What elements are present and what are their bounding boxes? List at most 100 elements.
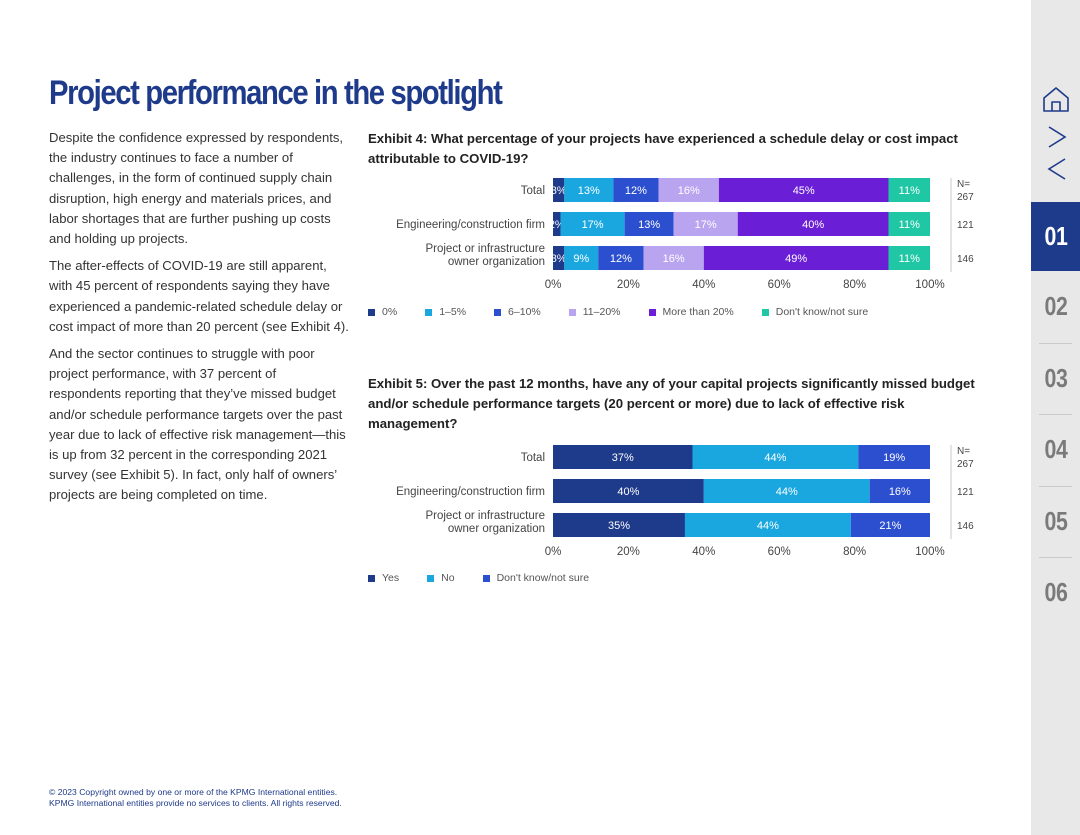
chevron-right-icon[interactable] <box>1039 122 1073 152</box>
data-label: 11% <box>899 253 920 265</box>
home-icon[interactable] <box>1039 84 1073 114</box>
legend-item: 1–5% <box>425 306 466 318</box>
data-label: 16% <box>889 486 911 498</box>
section-sidebar: 01 02 03 04 05 06 <box>1031 0 1080 835</box>
n-value: 121 <box>957 220 974 231</box>
bar-segment <box>613 178 659 202</box>
legend-swatch <box>648 308 656 316</box>
n-value: 146 <box>957 521 974 532</box>
legend-item: More than 20% <box>648 306 734 318</box>
legend-label: Don't know/not sure <box>496 572 590 584</box>
bar-segment <box>888 178 930 202</box>
data-label: 11% <box>899 219 920 231</box>
n-header: N= <box>957 446 970 457</box>
legend-item: 0% <box>368 306 397 318</box>
bar-segment <box>624 212 674 236</box>
legend-swatch <box>368 574 375 582</box>
legend-swatch <box>761 308 769 316</box>
legend-item: 11–20% <box>568 306 621 318</box>
legend-item: Don't know/not sure <box>761 306 868 318</box>
bar-segment <box>888 212 930 236</box>
section-01-tab[interactable]: 01 <box>1031 202 1080 271</box>
legend-label: No <box>441 572 455 584</box>
data-label: 16% <box>678 185 700 197</box>
footer-line-1: © 2023 Copyright owned by one or more of… <box>49 787 338 797</box>
section-06-tab[interactable]: 06 <box>1044 577 1067 607</box>
category-label: Engineering/construction firm <box>396 219 545 231</box>
bar-segment <box>888 246 930 270</box>
n-value: 267 <box>957 192 974 203</box>
bar-segment <box>718 178 889 202</box>
body-text: Despite the confidence expressed by resp… <box>49 128 349 513</box>
tick-label: 60% <box>768 546 791 558</box>
legend-swatch <box>368 308 375 316</box>
data-label: 3% <box>551 185 567 197</box>
bar-segment <box>553 246 565 270</box>
tick-label: 40% <box>692 279 715 291</box>
n-value: 146 <box>957 254 974 265</box>
exhibit-4-legend: 0% 1–5% 6–10% 11–20% More than 20% Don't know… <box>368 306 896 318</box>
bar-segment <box>703 479 870 503</box>
paragraph-1: Despite the confidence expressed by resp… <box>49 130 344 247</box>
category-label: Total <box>521 452 545 464</box>
tick-label: 80% <box>843 546 866 558</box>
data-label: 13% <box>578 185 600 197</box>
tick-label: 40% <box>692 546 715 558</box>
tick-label: 100% <box>915 546 944 558</box>
bar-segment <box>553 445 693 469</box>
bar-segment <box>737 212 889 236</box>
legend-label: More than 20% <box>662 306 734 318</box>
category-label: Total <box>521 185 545 197</box>
bar-segment <box>643 246 704 270</box>
data-label: 11% <box>899 185 920 197</box>
legend-swatch <box>494 308 502 316</box>
data-label: 13% <box>638 219 660 231</box>
section-05-tab[interactable]: 05 <box>1044 506 1067 536</box>
section-03-tab[interactable]: 03 <box>1044 363 1067 393</box>
footer-line-2: KPMG International entities provide no s… <box>49 797 342 808</box>
data-label: 40% <box>802 219 824 231</box>
section-divider <box>1039 414 1072 415</box>
n-header: N= <box>957 179 970 190</box>
bar-segment <box>703 246 889 270</box>
paragraph-2: The after-effects of COVID-19 are still … <box>49 258 349 334</box>
exhibit-4-title: Exhibit 4: What percentage of your proje… <box>368 131 958 166</box>
exhibit-5-title: Exhibit 5: Over the past 12 months, have… <box>368 376 975 431</box>
data-label: 12% <box>610 253 632 265</box>
section-divider <box>1039 343 1072 344</box>
bar-segment <box>692 445 859 469</box>
bar-segment <box>598 246 644 270</box>
bar-segment <box>560 212 625 236</box>
section-divider <box>1039 557 1072 558</box>
tick-label: 60% <box>768 279 791 291</box>
bar-segment <box>553 479 704 503</box>
legend-swatch <box>568 308 576 316</box>
data-label: 49% <box>785 253 807 265</box>
paragraph-3: And the sector continues to struggle wit… <box>49 346 346 503</box>
category-label: Project or infrastructure owner organizat… <box>425 243 545 268</box>
legend-label: 1–5% <box>439 306 467 318</box>
n-value: 121 <box>957 487 974 498</box>
data-label: 37% <box>612 452 634 464</box>
data-label: 9% <box>573 253 589 265</box>
legend-item: No <box>427 572 455 584</box>
bar-segment <box>673 212 738 236</box>
chevron-left-icon[interactable] <box>1039 154 1073 184</box>
legend-item: 6–10% <box>494 306 541 318</box>
bar-segment <box>658 178 719 202</box>
bar-segment <box>850 513 930 537</box>
bar-segment <box>684 513 851 537</box>
page-title: Project performance in the spotlight <box>49 74 503 112</box>
legend-label: 6–10% <box>508 306 541 318</box>
legend-swatch <box>427 574 435 582</box>
bar-segment <box>553 212 561 236</box>
exhibit-5-legend: Yes No Don't know/not sure <box>368 572 617 584</box>
data-label: 35% <box>608 520 630 532</box>
bar-segment <box>553 513 685 537</box>
data-label: 44% <box>764 452 786 464</box>
section-02-tab[interactable]: 02 <box>1044 291 1067 321</box>
bar-segment <box>869 479 930 503</box>
bar-segment <box>564 246 599 270</box>
section-04-tab[interactable]: 04 <box>1044 434 1067 464</box>
bar-segment <box>564 178 614 202</box>
